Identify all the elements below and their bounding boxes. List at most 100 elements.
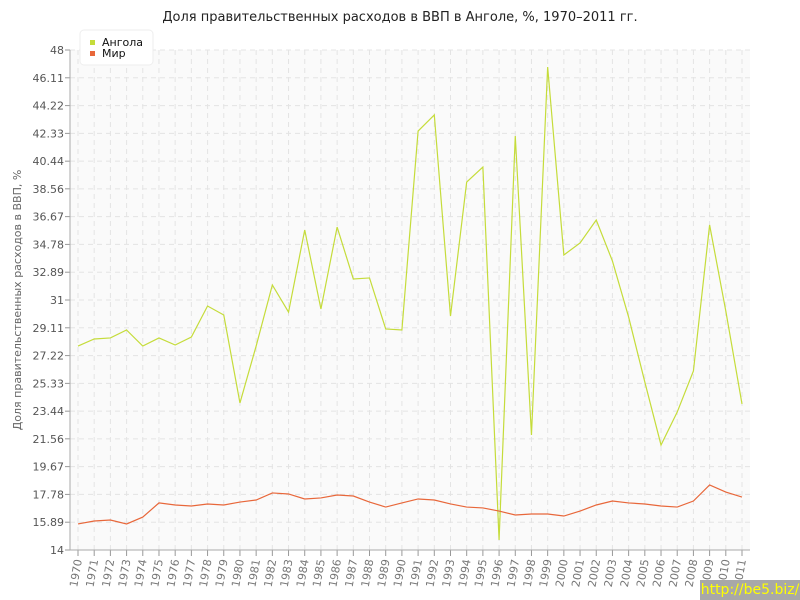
- data-point: [368, 501, 371, 504]
- data-point: [611, 260, 614, 263]
- data-point: [595, 504, 598, 507]
- x-tick-label: 2005: [634, 558, 652, 588]
- y-tick-label: 32.89: [33, 266, 65, 279]
- x-tick-label: 1983: [278, 558, 296, 588]
- x-tick-label: 1987: [343, 558, 361, 588]
- x-tick-label: 1982: [262, 558, 280, 588]
- x-tick-label: 2000: [553, 558, 571, 588]
- x-tick-label: 2006: [650, 558, 668, 588]
- x-tick-label: 1990: [391, 558, 409, 588]
- data-point: [692, 370, 695, 373]
- data-point: [481, 166, 484, 169]
- x-tick-label: 1971: [83, 558, 101, 588]
- data-point: [724, 491, 727, 494]
- x-tick-label: 2001: [569, 558, 587, 588]
- x-tick-label: 1992: [424, 558, 442, 588]
- series-line: [77, 484, 743, 525]
- watermark[interactable]: http://be5.biz/: [700, 580, 800, 600]
- data-point: [676, 506, 679, 509]
- x-tick-label: 1991: [407, 558, 425, 588]
- data-point: [384, 327, 387, 330]
- y-tick-label: 29.11: [33, 322, 65, 335]
- data-point: [157, 501, 160, 504]
- data-point: [579, 510, 582, 513]
- data-point: [465, 506, 468, 509]
- chart-title: Доля правительственных расходов в ВВП в …: [162, 10, 638, 25]
- data-point: [627, 316, 630, 319]
- data-point: [141, 345, 144, 348]
- data-point: [255, 499, 258, 502]
- data-point: [676, 411, 679, 414]
- data-point: [352, 495, 355, 498]
- series-angola: [77, 67, 743, 542]
- y-tick-label: 42.33: [33, 127, 65, 140]
- data-point: [174, 504, 177, 507]
- data-point: [741, 496, 744, 499]
- x-tick-label: 1999: [537, 558, 555, 588]
- data-point: [368, 276, 371, 279]
- data-point: [238, 501, 241, 504]
- data-point: [498, 539, 501, 542]
- data-point: [433, 114, 436, 117]
- data-point: [724, 310, 727, 313]
- data-point: [514, 135, 517, 138]
- data-point: [579, 241, 582, 244]
- x-tick-label: 1975: [148, 558, 166, 588]
- data-point: [627, 501, 630, 504]
- x-tick-label: 1977: [181, 558, 199, 588]
- data-point: [271, 491, 274, 494]
- data-point: [400, 329, 403, 332]
- x-tick-label: 1984: [294, 558, 312, 588]
- data-point: [433, 499, 436, 502]
- data-point: [77, 522, 80, 525]
- legend-swatch: [90, 40, 95, 45]
- x-tick-label: 1986: [326, 558, 344, 588]
- y-tick-label: 19.67: [33, 461, 65, 474]
- data-point: [708, 484, 711, 487]
- data-point: [562, 254, 565, 257]
- y-tick-label: 25.33: [33, 377, 65, 390]
- data-point: [206, 305, 209, 308]
- y-tick-label: 31: [50, 294, 64, 307]
- data-point: [449, 502, 452, 505]
- data-point: [643, 381, 646, 384]
- data-point: [125, 329, 128, 332]
- data-point: [530, 512, 533, 515]
- legend-label: Ангола: [102, 36, 143, 49]
- x-tick-label: 1998: [521, 558, 539, 588]
- y-tick-label: 27.22: [33, 350, 65, 363]
- data-point: [546, 512, 549, 515]
- data-point: [660, 505, 663, 508]
- x-tick-label: 1988: [359, 558, 377, 588]
- x-tick-label: 1995: [472, 558, 490, 588]
- legend-label: Мир: [102, 47, 126, 60]
- y-tick-label: 34.78: [33, 238, 65, 251]
- data-point: [660, 444, 663, 447]
- x-tick-label: 1981: [245, 558, 263, 588]
- data-point: [303, 497, 306, 500]
- data-point: [319, 307, 322, 310]
- x-tick-label: 1973: [116, 558, 134, 588]
- data-point: [562, 515, 565, 518]
- data-point: [109, 519, 112, 522]
- data-point: [417, 497, 420, 500]
- data-point: [319, 496, 322, 499]
- data-point: [222, 314, 225, 317]
- data-point: [384, 506, 387, 509]
- data-point: [287, 492, 290, 495]
- data-point: [336, 494, 339, 497]
- legend-swatch: [90, 51, 95, 56]
- data-point: [109, 336, 112, 339]
- data-point: [449, 315, 452, 318]
- data-point: [125, 522, 128, 525]
- x-tick-label: 1972: [100, 558, 118, 588]
- x-tick-label: 1980: [229, 558, 247, 588]
- data-point: [514, 514, 517, 517]
- x-tick-label: 1993: [440, 558, 458, 588]
- x-tick-label: 1989: [375, 558, 393, 588]
- series-world: [77, 484, 744, 525]
- y-tick-label: 36.67: [33, 211, 65, 224]
- data-point: [530, 434, 533, 437]
- data-point: [271, 284, 274, 287]
